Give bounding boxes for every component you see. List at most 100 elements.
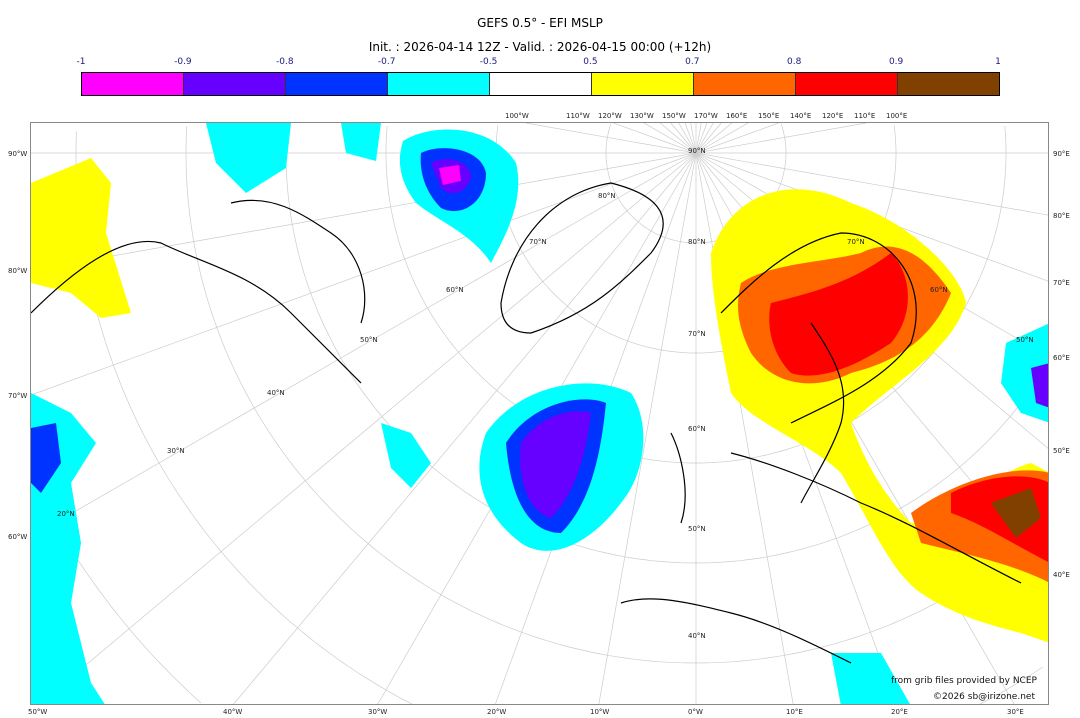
axis-label: 80°N (688, 238, 706, 246)
axis-label: 30°N (167, 447, 185, 455)
axis-label: 70°E (1053, 279, 1070, 287)
axis-label: 70°N (688, 330, 706, 338)
efi-region (381, 423, 431, 488)
colorbar-tick: 0.5 (583, 57, 598, 67)
colorbar-bin (490, 73, 592, 95)
colorbar-bin (694, 73, 796, 95)
colorbar-bin (796, 73, 898, 95)
axis-label: 10°W (590, 708, 610, 716)
parallel (1004, 125, 1007, 153)
efi-region (31, 423, 61, 493)
axis-label: 40°N (688, 632, 706, 640)
source-credit: from grib files provided by NCEP (891, 676, 1037, 686)
meridian (695, 123, 714, 154)
coastlines (31, 182, 1022, 664)
parallel (185, 126, 1045, 664)
axis-label: 100°E (886, 112, 908, 120)
axis-label: 20°N (57, 510, 75, 518)
efi-anomalies (31, 123, 1048, 704)
axis-label: 90°N (688, 147, 706, 155)
map-canvas (31, 123, 1048, 704)
axis-label: 90°E (1053, 150, 1070, 158)
colorbar-tick: -0.8 (275, 57, 294, 67)
efi-region (31, 158, 131, 318)
axis-label: 70°N (847, 238, 865, 246)
colorbar-tick: 1 (995, 57, 1001, 67)
axis-label: 90°W (8, 150, 28, 158)
axis-label: 60°N (446, 286, 464, 294)
axis-label: 50°W (28, 708, 48, 716)
meridian (690, 123, 697, 154)
axis-label: 160°E (726, 112, 748, 120)
axis-label: 40°N (267, 389, 285, 397)
axis-label: 30°W (368, 708, 388, 716)
meridian (695, 123, 722, 154)
axis-label: 50°N (360, 336, 378, 344)
efi-region (769, 253, 908, 376)
meridian (233, 152, 697, 704)
axis-label: 60°N (930, 286, 948, 294)
axis-label: 80°E (1053, 212, 1070, 220)
colorbar-bin (184, 73, 286, 95)
axis-label: 50°N (688, 525, 706, 533)
meridian (695, 123, 867, 154)
axis-label: 60°E (1053, 354, 1070, 362)
colorbar-tick: 0.7 (685, 57, 700, 67)
axis-label: 150°E (758, 112, 780, 120)
axis-label: 120°E (822, 112, 844, 120)
axis-label: 70°W (8, 392, 28, 400)
efi-region (1031, 363, 1048, 408)
axis-label: 40°W (223, 708, 243, 716)
axis-label: 50°E (1053, 447, 1070, 455)
colorbar (81, 72, 1000, 96)
axis-label: 140°E (790, 112, 812, 120)
parallel (75, 131, 413, 704)
axis-label: 10°E (786, 708, 803, 716)
meridian (695, 123, 779, 154)
efi-region (520, 411, 591, 518)
efi-region (991, 488, 1041, 538)
meridian (38, 152, 697, 704)
meridian (678, 123, 697, 154)
axis-label: 120°W (598, 112, 622, 120)
map-panel (30, 122, 1049, 705)
parallel (893, 125, 897, 153)
meridian (31, 152, 697, 396)
meridian (670, 123, 697, 154)
meridian (31, 152, 697, 538)
colorbar-tick: -0.9 (174, 57, 192, 67)
axis-label: 150°W (662, 112, 686, 120)
graticule (31, 123, 1048, 704)
meridian (659, 123, 697, 154)
copyright: ©2026 sb@irizone.net (933, 692, 1035, 702)
colorbar-tick: 0.8 (787, 57, 802, 67)
meridian (525, 123, 697, 154)
colorbar-bin (82, 73, 184, 95)
meridian (684, 123, 697, 154)
axis-label: 50°N (1016, 336, 1034, 344)
meridian (695, 152, 794, 704)
axis-label: 80°N (598, 192, 616, 200)
parallel (979, 666, 1043, 704)
axis-label: 100°W (505, 112, 529, 120)
colorbar-bin (592, 73, 694, 95)
meridian (695, 123, 749, 154)
meridian (31, 152, 697, 271)
axis-label: 60°W (8, 533, 28, 541)
colorbar-tick: -1 (76, 57, 86, 67)
meridian (695, 123, 733, 154)
meridian (695, 152, 1048, 216)
axis-label: 0°W (688, 708, 703, 716)
axis-label: 110°E (854, 112, 876, 120)
meridian (643, 123, 697, 154)
meridian (598, 152, 697, 704)
efi-region (439, 165, 461, 185)
map-title: GEFS 0.5° - EFI MSLP (477, 16, 603, 30)
colorbar-bin (286, 73, 388, 95)
colorbar-bin (388, 73, 490, 95)
axis-label: 70°N (529, 238, 547, 246)
efi-region (206, 123, 291, 193)
colorbar-bin (898, 73, 999, 95)
colorbar-tick: -0.7 (377, 57, 396, 67)
axis-label: 110°W (566, 112, 590, 120)
